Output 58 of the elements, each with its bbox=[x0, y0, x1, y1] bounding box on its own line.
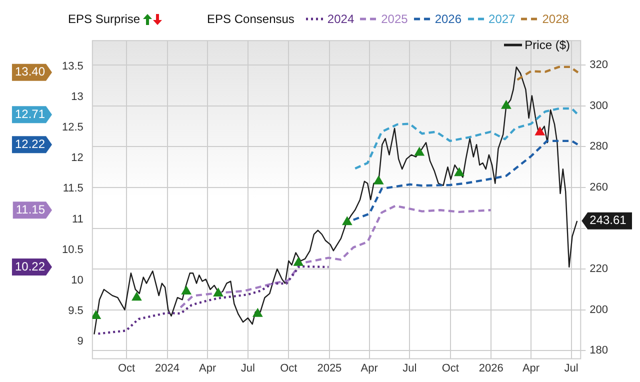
point bbox=[535, 126, 545, 136]
text: 13.40 bbox=[14, 64, 46, 79]
point bbox=[213, 288, 224, 297]
y2-tick-label: 200 bbox=[590, 304, 608, 316]
legend-label: 2028 bbox=[541, 12, 569, 26]
y-tick-label: 9.5 bbox=[68, 305, 84, 318]
y-tick-label: 10 bbox=[71, 274, 84, 287]
text: EPS Surprise bbox=[68, 12, 140, 26]
x-tick-label: 2025 bbox=[317, 362, 342, 374]
y2-tick-label: 220 bbox=[590, 263, 608, 276]
y-tick-label: 11.5 bbox=[62, 182, 84, 195]
x-tick-label: Jul bbox=[402, 362, 417, 374]
text: 12.22 bbox=[14, 136, 46, 151]
point bbox=[501, 100, 512, 109]
x-tick-label: Apr bbox=[522, 362, 540, 374]
legend-title: EPS Consensus bbox=[207, 12, 294, 26]
text: 10.22 bbox=[14, 259, 46, 274]
line-series bbox=[516, 66, 580, 81]
text: 11.15 bbox=[16, 202, 46, 216]
point bbox=[294, 257, 304, 266]
y-tick-label: 13.5 bbox=[62, 60, 84, 72]
legend-label: Price ($) bbox=[524, 38, 570, 52]
point bbox=[252, 308, 262, 317]
x-tick-label: Jul bbox=[564, 362, 578, 374]
legend-label: 2026 bbox=[434, 12, 462, 26]
legend-label: 2025 bbox=[380, 12, 408, 26]
legend-label: 2024 bbox=[326, 12, 354, 26]
y2-tick-label: 300 bbox=[590, 100, 608, 112]
x-tick-label: Oct bbox=[118, 362, 136, 374]
x-tick-label: 2024 bbox=[155, 362, 180, 374]
legend-label: 2027 bbox=[488, 12, 516, 26]
x-tick-label: 2026 bbox=[478, 362, 504, 374]
y2-tick-label: 280 bbox=[590, 140, 608, 153]
y-tick-label: 11 bbox=[72, 213, 84, 226]
y-tick-label: 13 bbox=[71, 90, 84, 103]
point bbox=[182, 286, 192, 294]
line-series bbox=[179, 204, 492, 308]
y-tick-label: 12 bbox=[71, 152, 84, 164]
y2-tick-label: 320 bbox=[590, 59, 608, 72]
x-tick-label: Apr bbox=[360, 362, 378, 374]
point bbox=[132, 292, 142, 301]
y2-tick-label: 180 bbox=[590, 344, 608, 357]
y2-tick-label: 260 bbox=[590, 181, 608, 194]
point bbox=[342, 216, 352, 226]
point bbox=[92, 310, 101, 319]
x-tick-label: Apr bbox=[199, 362, 216, 374]
point bbox=[414, 147, 424, 156]
y-tick-label: 9 bbox=[77, 336, 84, 348]
point bbox=[374, 176, 384, 184]
y-tick-label: 10.5 bbox=[62, 244, 84, 256]
y-tick-label: 12.5 bbox=[62, 122, 84, 134]
text: 12.71 bbox=[14, 106, 46, 121]
x-tick-label: Jul bbox=[240, 362, 255, 374]
x-tick-label: Oct bbox=[442, 362, 459, 374]
x-tick-label: Oct bbox=[280, 362, 298, 374]
line-series bbox=[354, 107, 580, 170]
point bbox=[454, 168, 464, 176]
data-label: 243.61 bbox=[590, 213, 627, 228]
